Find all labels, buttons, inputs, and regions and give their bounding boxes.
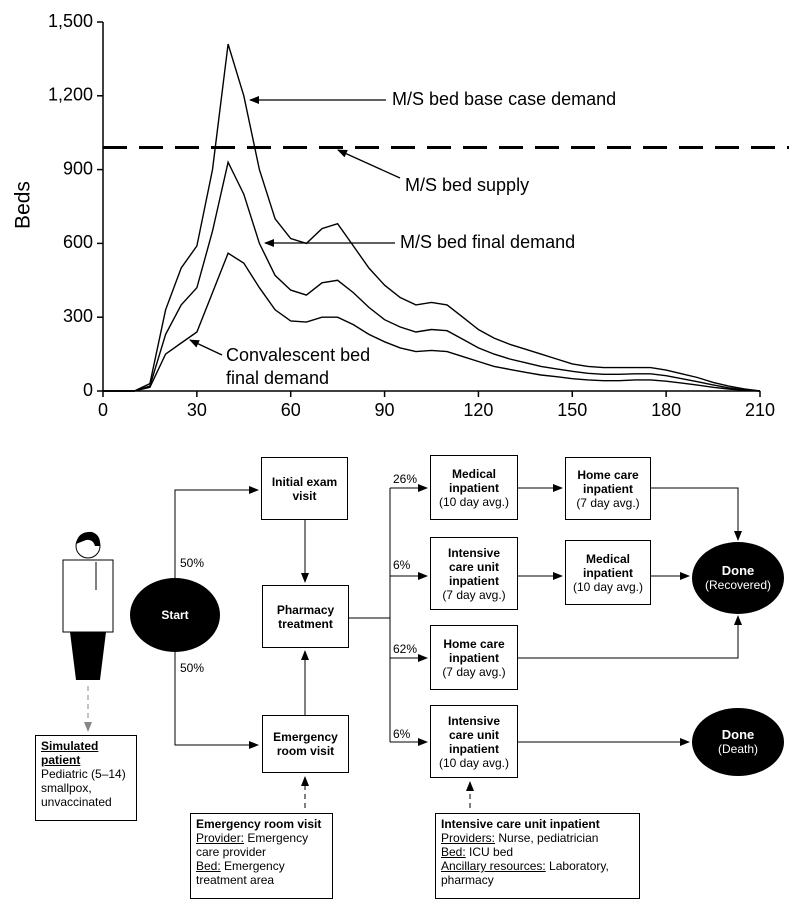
- node-detail: (7 day avg.): [442, 665, 505, 679]
- node-detail: (7 day avg.): [576, 496, 639, 510]
- patient-legs: [70, 632, 106, 680]
- node-label: Pharmacy treatment: [263, 603, 348, 631]
- node-detail: (10 day avg.): [439, 495, 509, 509]
- connector: [651, 488, 738, 540]
- node-detail: (7 day avg.): [442, 588, 505, 602]
- node-label: Home care inpatient: [431, 637, 517, 665]
- x-tick-label: 210: [745, 400, 775, 420]
- x-tick-label: 180: [651, 400, 681, 420]
- process-node: Initial exam visit: [261, 457, 348, 520]
- resource-title: Intensive care unit inpatient: [441, 817, 634, 831]
- patient-text: Pediatric (5–14) smallpox, unvaccinated: [41, 767, 131, 809]
- y-tick-label: 900: [63, 158, 93, 178]
- resource-item: Bed: ICU bed: [441, 845, 634, 859]
- line-series: [103, 253, 760, 391]
- end-label: Done(Recovered): [692, 560, 784, 596]
- x-tick-label: 120: [463, 400, 493, 420]
- y-tick-label: 0: [83, 380, 93, 400]
- node-detail: (10 day avg.): [439, 756, 509, 770]
- process-node: Medical inpatient(10 day avg.): [430, 455, 518, 520]
- resource-value: ICU bed: [469, 845, 513, 859]
- x-tick-label: 90: [375, 400, 395, 420]
- y-axis-label: Beds: [12, 181, 35, 229]
- annotation-arrow: [338, 150, 400, 178]
- process-node: Medical inpatient(10 day avg.): [565, 540, 651, 605]
- y-tick-label: 300: [63, 306, 93, 326]
- resource-item: Bed: Emergency treatment area: [196, 859, 327, 887]
- resource-key: Bed:: [441, 845, 466, 859]
- connector: [518, 616, 738, 658]
- branch-percent: 62%: [393, 642, 417, 656]
- x-tick-label: 60: [281, 400, 301, 420]
- node-detail: (10 day avg.): [573, 580, 643, 594]
- resource-key: Bed:: [196, 859, 221, 873]
- figure: 0 300 600 900 1,200 1,500 0 30 60 90 120 150 180 210 B…: [0, 0, 789, 899]
- annotation: Convalescent bed final demand: [226, 344, 386, 390]
- resource-item: Ancillary resources: Laboratory, pharmac…: [441, 859, 634, 887]
- node-label: Intensive care unit inpatient: [431, 546, 517, 588]
- node-label: Home care inpatient: [566, 468, 650, 496]
- annotation: M/S bed base case demand: [392, 89, 616, 109]
- node-label: Emergency room visit: [263, 730, 348, 758]
- annotation: M/S bed supply: [405, 175, 529, 195]
- branch-percent: 50%: [180, 556, 204, 570]
- annotation: M/S bed final demand: [400, 232, 575, 252]
- line-series: [103, 162, 760, 391]
- node-label: Intensive care unit inpatient: [431, 714, 517, 756]
- resource-item: Providers: Nurse, pediatrician: [441, 831, 634, 845]
- process-node: Home care inpatient(7 day avg.): [430, 625, 518, 690]
- branch-percent: 6%: [393, 558, 410, 572]
- node-label: Medical inpatient: [566, 552, 650, 580]
- y-tick-label: 1,200: [48, 85, 93, 105]
- patient-title: Simulated patient: [41, 739, 131, 767]
- process-node: Intensive care unit inpatient(7 day avg.…: [430, 537, 518, 610]
- end-detail: (Recovered): [705, 578, 771, 593]
- process-node: Intensive care unit inpatient(10 day avg…: [430, 705, 518, 778]
- end-detail: (Death): [718, 742, 758, 757]
- resource-key: Ancillary resources:: [441, 859, 546, 873]
- x-tick-label: 0: [98, 400, 108, 420]
- y-tick-label: 1,500: [48, 11, 93, 31]
- y-tick-label: 600: [63, 232, 93, 252]
- end-title: Done: [722, 563, 755, 578]
- patient-body: [63, 560, 113, 632]
- node-label: Medical inpatient: [431, 467, 517, 495]
- resource-title: Emergency room visit: [196, 817, 327, 831]
- process-node: Emergency room visit: [262, 715, 349, 773]
- end-label: Done(Death): [692, 724, 784, 760]
- x-tick-label: 30: [187, 400, 207, 420]
- resource-key: Provider:: [196, 831, 244, 845]
- branch-percent: 26%: [393, 472, 417, 486]
- process-node: Home care inpatient(7 day avg.): [565, 457, 651, 520]
- branch-percent: 50%: [180, 661, 204, 675]
- node-label: Initial exam visit: [262, 475, 347, 503]
- annotation-arrow: [190, 340, 222, 355]
- resource-item: Provider: Emergency care provider: [196, 831, 327, 859]
- end-title: Done: [722, 727, 755, 742]
- resource-key: Providers:: [441, 831, 495, 845]
- start-label: Start: [130, 600, 220, 630]
- branch-percent: 6%: [393, 727, 410, 741]
- resource-value: Nurse, pediatrician: [498, 831, 598, 845]
- process-node: Pharmacy treatment: [262, 585, 349, 648]
- x-tick-label: 150: [557, 400, 587, 420]
